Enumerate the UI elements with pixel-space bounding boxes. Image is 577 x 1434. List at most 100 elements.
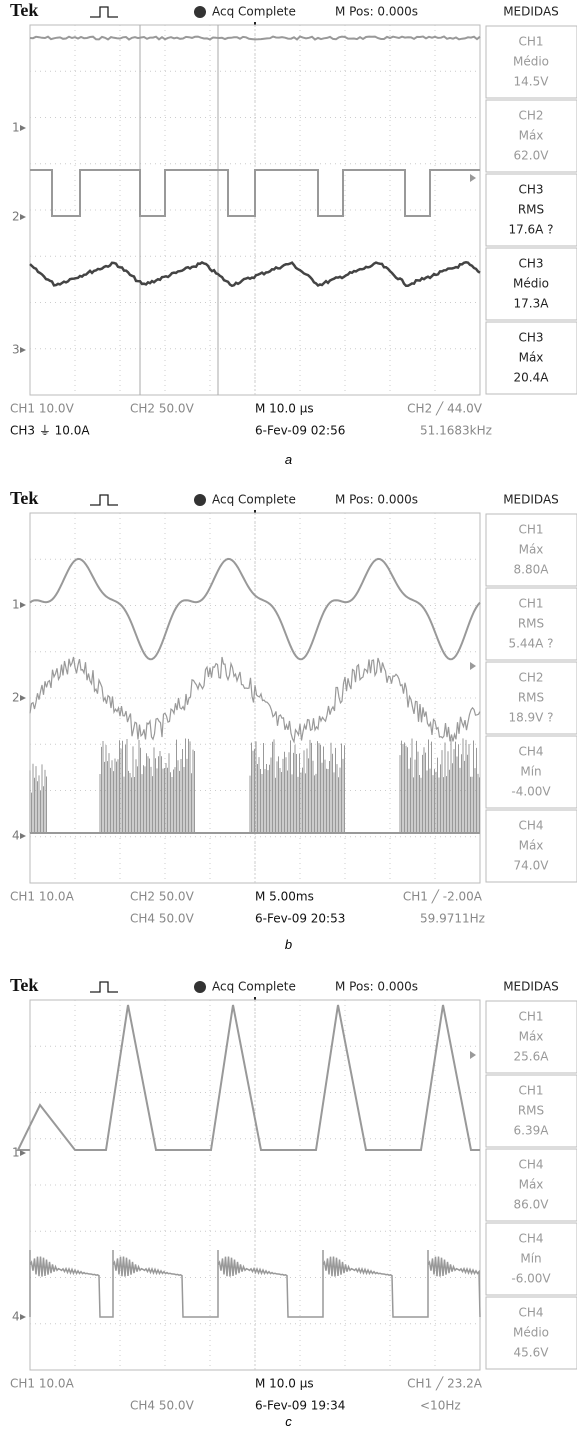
marker-arrow [20, 695, 26, 701]
footer-date: 6-Fev-09 20:53 [255, 912, 345, 926]
footer-time: M 10.0 µs [255, 402, 314, 416]
footer-left: CH3 ⏚ 10.0A [10, 424, 90, 438]
panel-title: MEDIDAS [503, 493, 559, 507]
footer-left: CH1 10.0A [10, 1377, 75, 1391]
trigger-icon [90, 7, 118, 17]
measurement-value: 45.6V [514, 1346, 550, 1360]
measurement-label: Máx [519, 351, 544, 365]
position: M Pos: 0.000s [335, 5, 418, 19]
measurement-channel: CH2 [518, 671, 543, 685]
measurement-channel: CH3 [518, 183, 543, 197]
measurement-value: 86.0V [514, 1198, 550, 1212]
measurement-value: -4.00V [511, 785, 551, 799]
trigger-icon [90, 495, 118, 505]
measurement-label: RMS [518, 203, 544, 217]
measurement-channel: CH1 [518, 523, 543, 537]
acq-dot [194, 494, 206, 506]
footer-date: 6-Fev-09 19:34 [255, 1399, 345, 1413]
footer-mid: CH2 50.0V [130, 890, 195, 904]
measurement-channel: CH3 [518, 331, 543, 345]
measurement-value: 17.3A [514, 297, 550, 311]
position: M Pos: 0.000s [335, 980, 418, 994]
measurement-label: Máx [519, 1030, 544, 1044]
footer-mid: CH4 50.0V [130, 1399, 195, 1413]
measurement-value: 5.44A ? [508, 637, 553, 651]
measurement-label: Máx [519, 1178, 544, 1192]
marker-arrow [20, 602, 26, 608]
marker-arrow [20, 214, 26, 220]
footer-time: M 10.0 µs [255, 1377, 314, 1391]
marker-arrow [20, 1314, 26, 1320]
page: TekAcq CompleteM Pos: 0.000sMEDIDAS123CH… [0, 0, 577, 1434]
measurement-channel: CH1 [518, 1010, 543, 1024]
footer-freq: 59.9711Hz [420, 912, 485, 926]
brand: Tek [10, 488, 38, 508]
caption: a [0, 452, 577, 467]
measurement-label: Máx [519, 543, 544, 557]
measurement-channel: CH1 [518, 35, 543, 49]
scope-screen: Tek Acq Complete M Pos: 0.000s MEDIDAS 1 2 4 CH… [0, 488, 577, 928]
position: M Pos: 0.000s [335, 493, 418, 507]
measurement-label: RMS [518, 1104, 544, 1118]
acq-dot [194, 6, 206, 18]
footer-trigger: CH2 ╱ 44.0V [407, 401, 483, 416]
footer-freq: 51.1683kHz [420, 424, 492, 438]
status: Acq Complete [212, 493, 296, 507]
scope-screen: Tek Acq Complete M Pos: 0.000s MEDIDAS 1 4 CH1… [0, 975, 577, 1415]
footer-trigger: CH1 ╱ -2.00A [403, 889, 483, 904]
footer-mid: CH4 50.0V [130, 912, 195, 926]
channel-marker: 4 [12, 1310, 20, 1324]
channel-marker: 2 [12, 210, 20, 224]
status: Acq Complete [212, 5, 296, 19]
marker-arrow [20, 347, 26, 353]
footer-time: M 5.00ms [255, 890, 314, 904]
measurement-label: Médio [513, 55, 549, 69]
brand: Tek [10, 975, 38, 995]
measurement-label: Médio [513, 277, 549, 291]
measurement-channel: CH2 [518, 109, 543, 123]
measurement-label: Máx [519, 839, 544, 853]
measurement-channel: CH4 [518, 1232, 543, 1246]
measurement-value: 14.5V [514, 75, 550, 89]
measurement-value: -6.00V [511, 1272, 551, 1286]
measurement-channel: CH4 [518, 1158, 543, 1172]
channel-marker: 1 [12, 598, 20, 612]
measurement-channel: CH4 [518, 745, 543, 759]
measurement-channel: CH4 [518, 1306, 543, 1320]
measurement-label: RMS [518, 691, 544, 705]
channel-marker: 4 [12, 829, 20, 843]
measurement-channel: CH4 [518, 819, 543, 833]
trigger-icon [90, 982, 118, 992]
measurement-value: 8.80A [514, 563, 550, 577]
measurement-label: RMS [518, 617, 544, 631]
footer-mid: CH2 50.0V [130, 402, 195, 416]
status: Acq Complete [212, 980, 296, 994]
measurement-channel: CH1 [518, 597, 543, 611]
channel-marker: 1 [12, 1146, 20, 1160]
acq-dot [194, 981, 206, 993]
footer-freq: <10Hz [420, 1399, 461, 1413]
measurement-value: 6.39A [514, 1124, 550, 1138]
measurement-label: Mín [520, 765, 541, 779]
marker-arrow [20, 833, 26, 839]
caption: b [0, 937, 577, 952]
footer-left: CH1 10.0A [10, 890, 75, 904]
measurement-label: Mín [520, 1252, 541, 1266]
panel-title: MEDIDAS [503, 980, 559, 994]
measurement-label: Médio [513, 1326, 549, 1340]
caption: c [0, 1414, 577, 1429]
measurement-value: 25.6A [514, 1050, 550, 1064]
panel-title: MEDIDAS [503, 5, 559, 19]
measurement-value: 74.0V [514, 859, 550, 873]
measurement-value: 20.4A [514, 371, 550, 385]
measurement-value: 18.9V ? [508, 711, 553, 725]
measurement-value: 17.6A ? [508, 223, 553, 237]
measurement-value: 62.0V [514, 149, 550, 163]
brand: Tek [10, 0, 38, 20]
channel-marker: 2 [12, 691, 20, 705]
footer-date: 6-Fev-09 02:56 [255, 424, 345, 438]
measurement-label: Máx [519, 129, 544, 143]
measurement-channel: CH3 [518, 257, 543, 271]
marker-arrow [20, 125, 26, 131]
